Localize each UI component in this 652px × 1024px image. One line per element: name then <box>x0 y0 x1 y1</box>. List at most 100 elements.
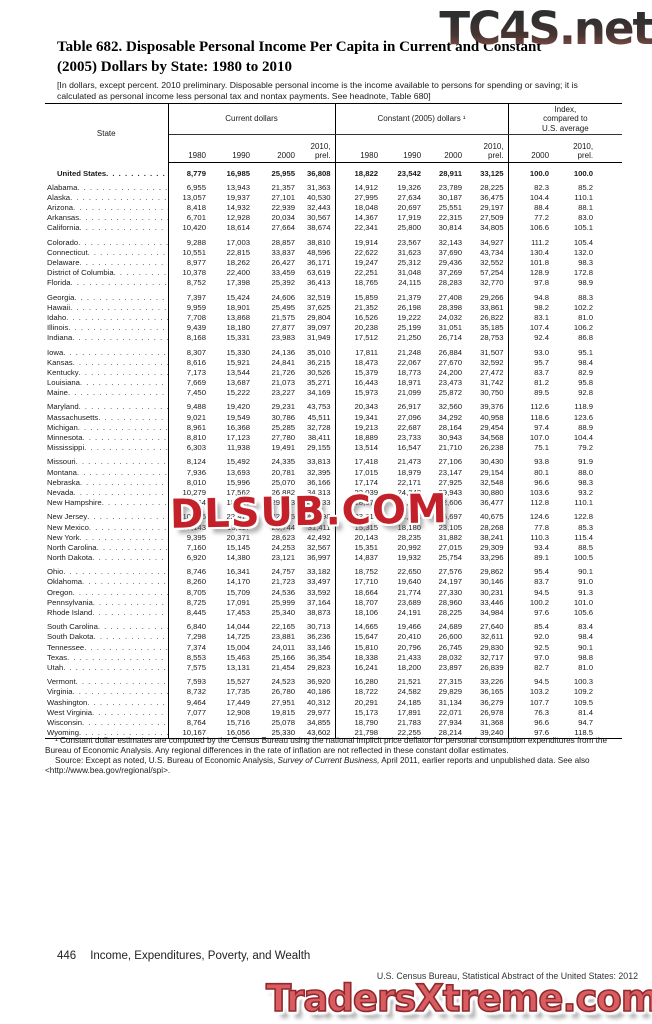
state-name-cell: New Hampshire <box>45 497 169 508</box>
state-name: Arkansas <box>47 213 80 223</box>
dot-leader <box>73 358 168 368</box>
value-cell: 18,262 <box>226 258 250 267</box>
state-name-cell: Rhode Island <box>45 607 169 618</box>
value-cell: 18,752 <box>354 567 379 577</box>
value-cell: 31,048 <box>397 268 422 278</box>
column-header-state: State <box>45 103 169 163</box>
value-cell: 15,527 <box>226 677 250 687</box>
state-name-cell: Michigan <box>45 422 169 433</box>
value-cell: 14,665 <box>354 622 379 632</box>
group-separator-row <box>45 562 622 567</box>
value-cell: 17,003 <box>226 237 250 247</box>
value-cell: 27,877 <box>271 323 295 333</box>
value-cell: 101.8 <box>529 258 550 267</box>
value-cell: 28,268 <box>466 521 509 532</box>
value-cell: 19,341 <box>354 412 379 422</box>
value-cell: 18,901 <box>226 302 250 312</box>
value-cell: 31,151 <box>397 512 422 522</box>
state-name-cell: Montana <box>45 466 169 478</box>
value-cell: 83.1 <box>534 312 550 322</box>
source-note: Source: Except as noted, U.S. Bureau of … <box>45 756 617 776</box>
value-cell <box>466 452 509 457</box>
value-cell: 28,753 <box>466 332 509 343</box>
state-name: Michigan <box>47 422 78 432</box>
value-cell: 34,313 <box>299 487 336 498</box>
value-cell: 17,398 <box>226 278 250 288</box>
table-header: State Current dollars Constant (2005) do… <box>45 103 623 163</box>
value-cell: 13,117 <box>227 522 250 532</box>
value-cell: 12,908 <box>226 707 250 717</box>
value-cell: 24,757 <box>271 567 295 577</box>
state-name: New Jersey <box>47 512 88 522</box>
value-cell: 21,433 <box>397 652 422 662</box>
value-cell: 97.0 <box>534 652 550 662</box>
state-row: District of Columbia 10,378 22,400 33,459 63… <box>45 267 622 278</box>
state-row: Connecticut 10,551 22,815 33,837 48,596 22,62… <box>45 247 622 258</box>
dot-leader <box>84 643 167 653</box>
value-cell: 24,011 <box>272 642 295 652</box>
value-cell: 22,251 <box>354 268 379 278</box>
value-cell: 18,773 <box>397 367 422 377</box>
value-cell: 26,427 <box>271 258 295 267</box>
value-cell: 17,174 <box>354 477 379 487</box>
state-name-cell: Tennessee <box>45 641 169 653</box>
value-cell: 45,511 <box>299 411 336 423</box>
value-cell: 107.7 <box>529 697 550 707</box>
state-name: Alaska <box>47 192 71 202</box>
value-cell: 18,106 <box>354 608 379 617</box>
value-cell: 92.0 <box>534 632 550 642</box>
value-cell: 27,472 <box>466 367 509 378</box>
state-name-cell: New Jersey <box>45 511 169 522</box>
value-cell: 6,920 <box>186 553 206 563</box>
dot-leader <box>87 698 167 708</box>
value-cell: 92.4 <box>534 333 550 343</box>
state-row: Alabama 6,955 13,943 21,357 31,363 14,912 19,3… <box>45 182 622 193</box>
state-name: Louisiana <box>47 378 80 388</box>
state-name-cell: North Carolina <box>45 542 169 553</box>
us-total-row: United States 8,779 16,985 25,955 36,808 18,8… <box>45 162 622 178</box>
value-cell: 34,568 <box>466 432 509 443</box>
value-cell: 22,039 <box>354 487 379 497</box>
value-cell: 38,674 <box>299 222 336 233</box>
state-row: Maine 7,450 15,222 23,227 34,169 15,973 21,099… <box>45 387 622 398</box>
dot-leader <box>68 388 168 398</box>
state-name: Maine <box>47 388 68 398</box>
value-cell: 32,548 <box>466 477 509 488</box>
state-name-cell <box>45 397 169 402</box>
value-cell: 25,340 <box>271 608 295 617</box>
value-cell: 132.0 <box>573 247 594 257</box>
value-cell: 23,789 <box>438 182 463 192</box>
value-cell <box>466 672 509 677</box>
dot-leader <box>88 248 168 258</box>
value-cell: 25,070 <box>271 477 295 487</box>
value-cell: 24,582 <box>397 687 422 697</box>
value-cell: 27,664 <box>271 223 295 233</box>
value-cell: 8,124 <box>186 457 206 467</box>
value-cell: 8,168 <box>186 333 206 343</box>
value-cell: 106.2 <box>573 323 594 333</box>
state-name-cell: California <box>45 222 169 233</box>
value-cell: 29,862 <box>466 566 509 577</box>
value-cell: 25,078 <box>271 717 295 727</box>
year-header: 2000 <box>425 134 467 163</box>
value-cell: 22,474 <box>226 512 250 522</box>
value-cell: 28,911 <box>438 168 463 178</box>
value-cell: 26,822 <box>466 312 509 323</box>
value-cell: 98.9 <box>578 278 594 288</box>
value-cell: 31,134 <box>438 697 463 707</box>
value-cell: 23,897 <box>438 662 463 672</box>
table-title: Table 682. Disposable Personal Income Pe… <box>57 38 609 77</box>
value-cell: 112.8 <box>530 498 550 508</box>
value-cell: 123.6 <box>573 412 594 422</box>
value-cell: 8,260 <box>186 577 206 587</box>
state-name-cell: Delaware <box>45 257 169 268</box>
value-cell: 26,978 <box>466 707 509 718</box>
value-cell: 20,697 <box>397 203 422 213</box>
dot-leader <box>68 323 167 333</box>
value-cell: 10,167 <box>168 727 210 739</box>
value-cell: 34,855 <box>299 717 336 728</box>
value-cell: 82.3 <box>534 182 550 192</box>
state-name: New York <box>47 532 80 542</box>
value-cell: 86.8 <box>578 333 594 343</box>
value-cell: 40,186 <box>299 686 336 697</box>
